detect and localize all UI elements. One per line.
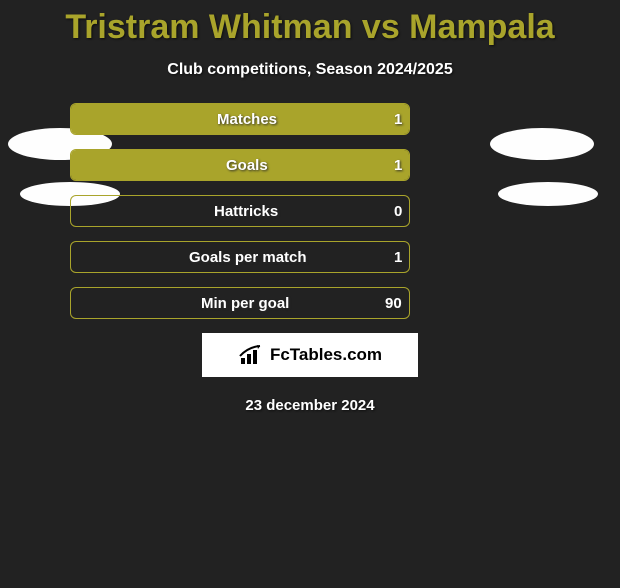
stat-label: Min per goal — [201, 287, 289, 319]
stat-label: Goals per match — [189, 241, 307, 273]
stat-value: 1 — [394, 241, 402, 273]
stat-row: Goals per match 1 — [70, 241, 550, 273]
stat-row: Goals 1 — [70, 149, 550, 181]
stat-value: 1 — [394, 149, 402, 181]
fctables-logo: FcTables.com — [202, 333, 418, 377]
stat-value: 1 — [394, 103, 402, 135]
stat-value: 90 — [385, 287, 402, 319]
stat-row: Hattricks 0 — [70, 195, 550, 227]
stat-row: Min per goal 90 — [70, 287, 550, 319]
barchart-icon — [238, 344, 264, 366]
page-subtitle: Club competitions, Season 2024/2025 — [0, 61, 620, 79]
stat-label: Matches — [217, 103, 277, 135]
page-title: Tristram Whitman vs Mampala — [0, 8, 620, 47]
stats-container: Matches 1 Goals 1 Hattricks 0 Goals per match 1… — [70, 103, 550, 319]
stat-row: Matches 1 — [70, 103, 550, 135]
date-text: 23 december 2024 — [0, 397, 620, 414]
stat-label: Hattricks — [214, 195, 278, 227]
stat-label: Goals — [226, 149, 268, 181]
stat-value: 0 — [394, 195, 402, 227]
logo-text: FcTables.com — [270, 345, 382, 365]
